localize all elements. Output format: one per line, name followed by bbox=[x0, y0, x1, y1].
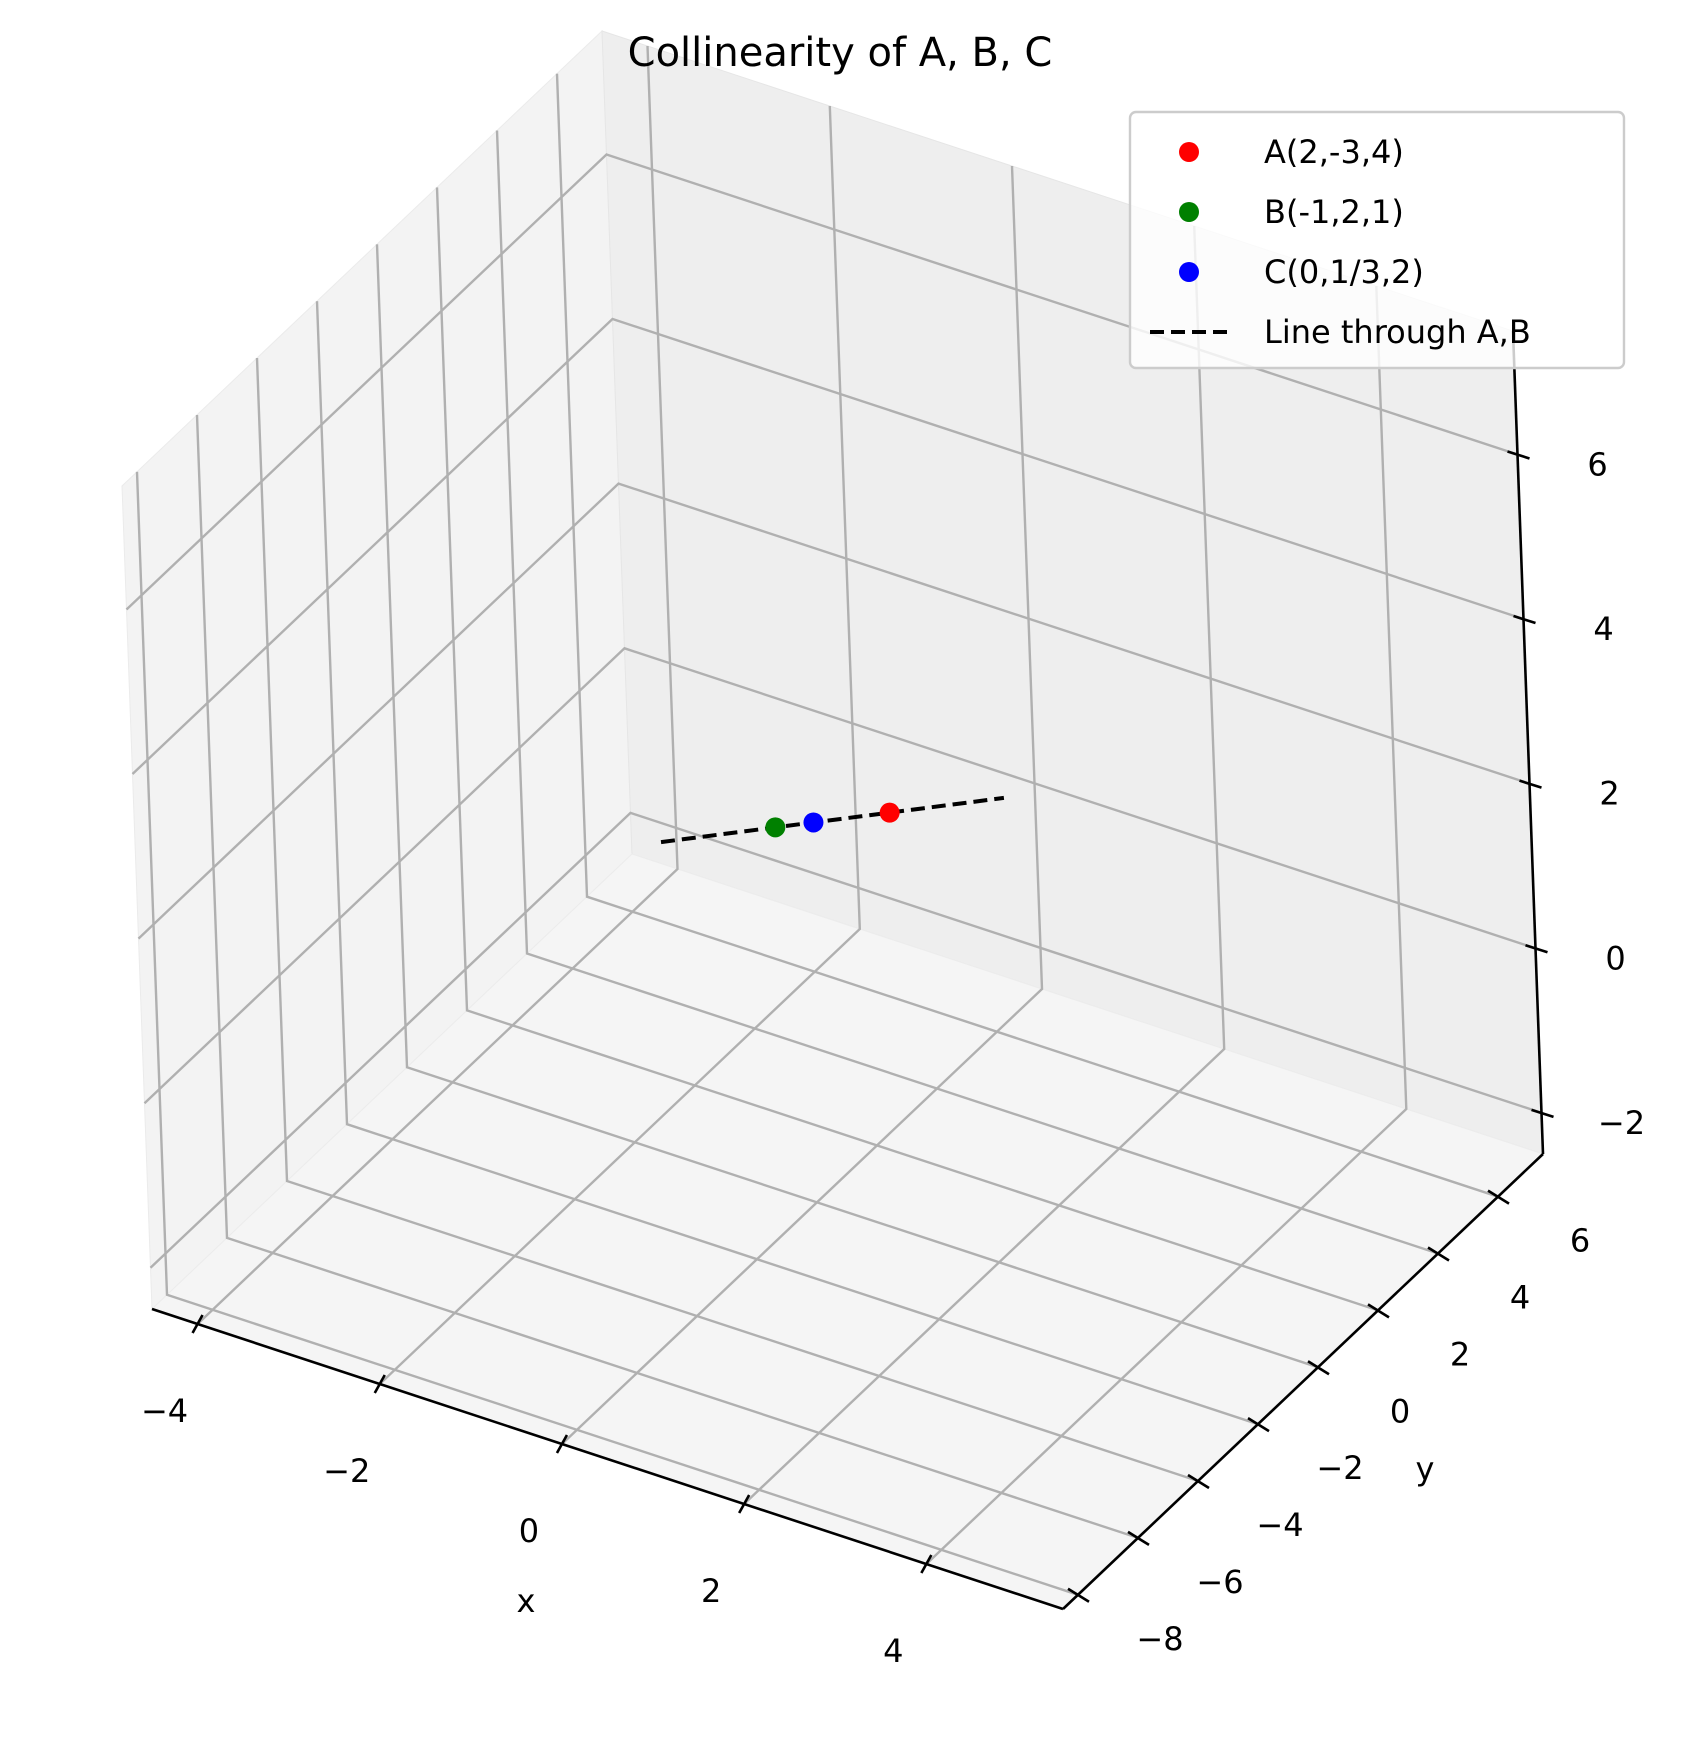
legend-point-marker bbox=[1179, 202, 1199, 222]
y-tick bbox=[1247, 1417, 1270, 1433]
x-tick bbox=[373, 1374, 386, 1394]
z-tick-label: −2 bbox=[1598, 1104, 1645, 1142]
y-gridline bbox=[135, 471, 1079, 1596]
z-tick bbox=[1531, 1108, 1554, 1119]
z-tick-label: 4 bbox=[1593, 610, 1613, 648]
x-gridline bbox=[925, 285, 1408, 1565]
z-gridline bbox=[137, 482, 1530, 940]
y-gridline bbox=[195, 414, 1139, 1540]
x-tick bbox=[191, 1314, 204, 1334]
z-tick bbox=[1519, 779, 1542, 789]
y-tick-label: 4 bbox=[1510, 1279, 1530, 1317]
x-axis-line bbox=[151, 1307, 1064, 1611]
y-tick-label: 2 bbox=[1450, 1335, 1470, 1373]
z-gridline bbox=[131, 317, 1524, 775]
y-tick bbox=[1127, 1530, 1150, 1547]
y-tick bbox=[1187, 1473, 1210, 1490]
x-tick bbox=[738, 1494, 751, 1514]
x-tick-label: 2 bbox=[701, 1572, 721, 1610]
y-gridline bbox=[555, 73, 1499, 1198]
grid-lines bbox=[125, 45, 1542, 1596]
y-tick bbox=[1307, 1360, 1330, 1376]
z-tick bbox=[1507, 450, 1530, 460]
legend-label: A(2,-3,4) bbox=[1264, 133, 1404, 171]
x-gridline bbox=[196, 45, 679, 1325]
z-gridline bbox=[143, 646, 1536, 1105]
y-gridline bbox=[435, 187, 1379, 1312]
data-series bbox=[660, 795, 1005, 845]
x-tick bbox=[920, 1554, 933, 1574]
y-tick bbox=[1367, 1303, 1390, 1319]
x-tick-label: 0 bbox=[519, 1512, 539, 1550]
y-tick bbox=[1427, 1246, 1450, 1262]
y-gridline bbox=[315, 301, 1259, 1426]
z-axis-line bbox=[1511, 330, 1545, 1155]
y-gridline bbox=[255, 357, 1199, 1483]
y-tick bbox=[1067, 1587, 1090, 1603]
x-gridline bbox=[561, 165, 1044, 1445]
legend-point-marker bbox=[1179, 142, 1199, 162]
tick-marks bbox=[191, 450, 1554, 1603]
z-tick bbox=[1513, 614, 1536, 625]
z-tick-label: 0 bbox=[1605, 939, 1625, 977]
chart-title: Collinearity of A, B, C bbox=[628, 30, 1053, 76]
x-tick-label: −4 bbox=[141, 1392, 188, 1430]
y-axis-line bbox=[1062, 1153, 1544, 1610]
y-tick bbox=[1487, 1189, 1510, 1205]
z-tick-label: 2 bbox=[1599, 775, 1619, 813]
y-tick-label: −2 bbox=[1316, 1449, 1363, 1487]
x-tick-label: 4 bbox=[883, 1632, 903, 1670]
legend-label: C(0,1/3,2) bbox=[1264, 253, 1424, 291]
z-gridline bbox=[149, 811, 1542, 1269]
x-tick-label: −2 bbox=[323, 1452, 370, 1490]
x-gridline bbox=[378, 105, 862, 1385]
data-point bbox=[765, 817, 786, 838]
legend-label: Line through A,B bbox=[1264, 313, 1531, 351]
y-gridline bbox=[375, 244, 1319, 1369]
y-tick-label: −6 bbox=[1196, 1563, 1243, 1601]
y-tick-label: 6 bbox=[1570, 1222, 1590, 1260]
line-through-ab bbox=[660, 795, 1005, 845]
legend-box bbox=[1128, 110, 1626, 370]
data-point bbox=[803, 812, 824, 833]
y-tick-label: 0 bbox=[1390, 1392, 1410, 1430]
z-tick-label: 6 bbox=[1587, 445, 1607, 483]
x-axis-label: x bbox=[517, 1582, 536, 1620]
legend-label: B(-1,2,1) bbox=[1264, 193, 1404, 231]
x-gridline bbox=[743, 225, 1226, 1505]
tick-labels: −4 −2 0 2 4 −8 −6 −4 −2 0 2 4 6 −2 0 2 4 6 bbox=[141, 445, 1645, 1670]
y-gridline bbox=[495, 130, 1439, 1255]
y-tick-label: −8 bbox=[1136, 1620, 1183, 1658]
y-axis-label: y bbox=[1416, 1450, 1435, 1488]
x-tick bbox=[555, 1434, 569, 1454]
z-tick bbox=[1525, 944, 1548, 954]
legend-point-marker bbox=[1179, 262, 1199, 282]
data-point bbox=[879, 802, 900, 823]
y-tick-label: −4 bbox=[1256, 1506, 1303, 1544]
legend: A(2,-3,4) B(-1,2,1) C(0,1/3,2) Line through… bbox=[1128, 110, 1626, 370]
axis-lines bbox=[151, 330, 1545, 1611]
